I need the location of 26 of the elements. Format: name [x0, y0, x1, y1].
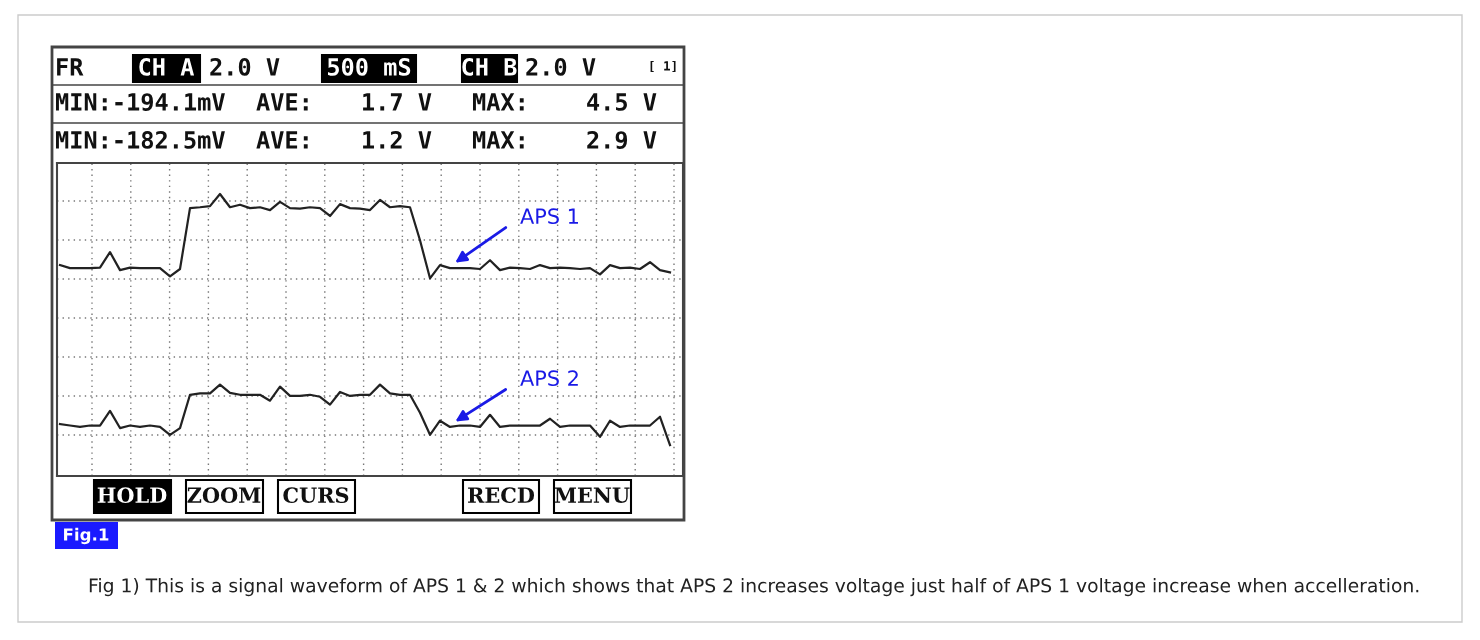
text: AVE: [256, 131, 308, 149]
text: MAX: [472, 131, 524, 149]
text: MIN:-182.5mV [55, 130, 225, 149]
text: RECD [468, 487, 535, 504]
caption: Fig.1 [64, 527, 109, 545]
caption: Fig 1) This is a signal waveform of APS 1 & 2 which shows that APS 2 increases voltage just half of APS 1 voltage increase when accelleration. [89, 578, 1419, 597]
text: 1.2 V [363, 130, 432, 149]
text: [ 1] [650, 60, 676, 73]
text: MAX: [472, 93, 524, 111]
text: 500 mS [328, 57, 411, 76]
text: 2.9 V [587, 130, 657, 149]
text: 4.5 V [587, 93, 657, 111]
text: MENU [554, 487, 630, 504]
text: ZOOM [187, 487, 261, 504]
text: CH B [462, 57, 517, 76]
text: MIN:-194.1mV [55, 93, 225, 111]
text: CH A [139, 57, 195, 76]
text: 1.7 V [363, 93, 432, 111]
text: HOLD [97, 487, 167, 504]
text: APS 1 [520, 208, 578, 225]
text: 2.0 V [526, 57, 596, 76]
text: 2.0 V [210, 57, 280, 76]
text: CURS [283, 487, 349, 504]
text: AVE: [256, 93, 308, 111]
text: FR [57, 58, 84, 76]
series-label: APS 2 [520, 370, 578, 387]
